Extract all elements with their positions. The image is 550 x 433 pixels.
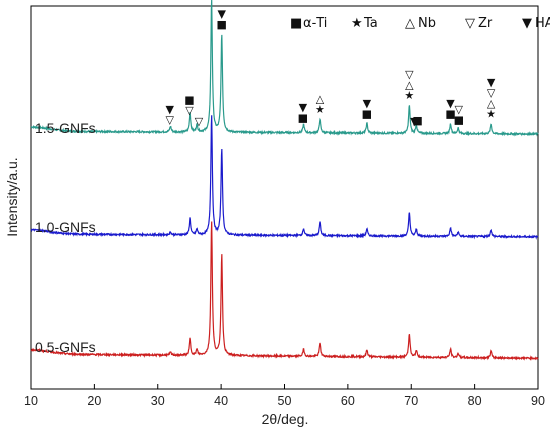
series-line-0.5-GNFs	[30, 221, 539, 361]
filled-square-icon: ■	[290, 16, 302, 31]
plot-frame	[30, 5, 539, 390]
y-axis-title: Intensity/a.u.	[4, 157, 20, 236]
filled-triangle-down-icon: ▼	[522, 16, 532, 31]
peak-marker: ▽	[166, 113, 175, 126]
legend-label: α-Ti	[303, 16, 327, 31]
x-tick-label: 30	[151, 394, 165, 408]
peak-annotation-layer: ▽▼▽■▽★△■■▼■▼★△■▼★△▽▼■■▼■▽★△▽▼	[166, 8, 497, 128]
series-label: 1.5-GNFs	[35, 120, 96, 136]
peak-marker: ■	[454, 113, 464, 126]
peak-marker: ■	[184, 93, 194, 106]
peak-marker: ▼	[410, 115, 419, 128]
peak-marker: ▼	[166, 103, 175, 116]
peak-marker: ▽	[487, 86, 496, 99]
x-tick-label: 20	[87, 394, 101, 408]
legend-label: Zr	[478, 16, 493, 31]
peak-marker: ▼	[299, 101, 308, 114]
x-tick-label: 90	[531, 394, 545, 408]
peak-marker: △	[316, 93, 325, 106]
x-tick-label: 60	[341, 394, 355, 408]
peak-marker: ■	[298, 112, 308, 125]
peak-marker: ▼	[363, 97, 372, 110]
peak-marker: ▽	[195, 115, 204, 128]
peak-marker: △	[405, 79, 414, 92]
x-tick-label: 70	[404, 394, 418, 408]
x-axis-title: 2θ/deg.	[262, 411, 309, 427]
peak-marker: ▼	[218, 8, 227, 21]
legend: ■ α-Ti ★ Ta △ Nb ▽ Zr ▼ HA	[290, 16, 550, 31]
filled-star-icon: ★	[351, 16, 363, 31]
legend-label: HA	[535, 16, 550, 31]
peak-marker: ▽	[455, 103, 464, 116]
x-tick-label: 80	[468, 394, 482, 408]
series-layer	[30, 0, 539, 361]
peak-marker: ▼	[446, 97, 455, 110]
series-label: 0.5-GNFs	[35, 339, 96, 355]
peak-marker: ▼	[487, 76, 496, 89]
x-tick-label: 50	[278, 394, 292, 408]
open-triangle-up-icon: △	[405, 16, 415, 31]
series-line-1.0-GNFs	[30, 115, 539, 240]
peak-marker: △	[487, 97, 496, 110]
series-label-layer: 1.5-GNFs 1.0-GNFs 0.5-GNFs	[35, 120, 96, 355]
peak-marker: ■	[445, 107, 455, 120]
series-label: 1.0-GNFs	[35, 219, 96, 235]
peak-marker: ★	[315, 103, 325, 116]
x-tick-label: 40	[214, 394, 228, 408]
legend-label: Nb	[418, 16, 436, 31]
peak-marker: ▽	[405, 68, 414, 81]
peak-marker: ■	[412, 114, 422, 127]
peak-marker: ★	[404, 89, 414, 102]
peak-marker: ■	[362, 107, 372, 120]
open-triangle-down-icon: ▽	[465, 16, 475, 31]
x-tick-label: 10	[24, 394, 38, 408]
x-tick-layer: 10 20 30 40 50 60 70 80 90	[24, 384, 545, 408]
peak-marker: ★	[486, 107, 496, 120]
peak-marker: ■	[217, 18, 227, 31]
legend-label: Ta	[363, 16, 378, 31]
peak-marker: ▽	[185, 104, 194, 117]
series-line-1.5-GNFs	[30, 0, 539, 137]
